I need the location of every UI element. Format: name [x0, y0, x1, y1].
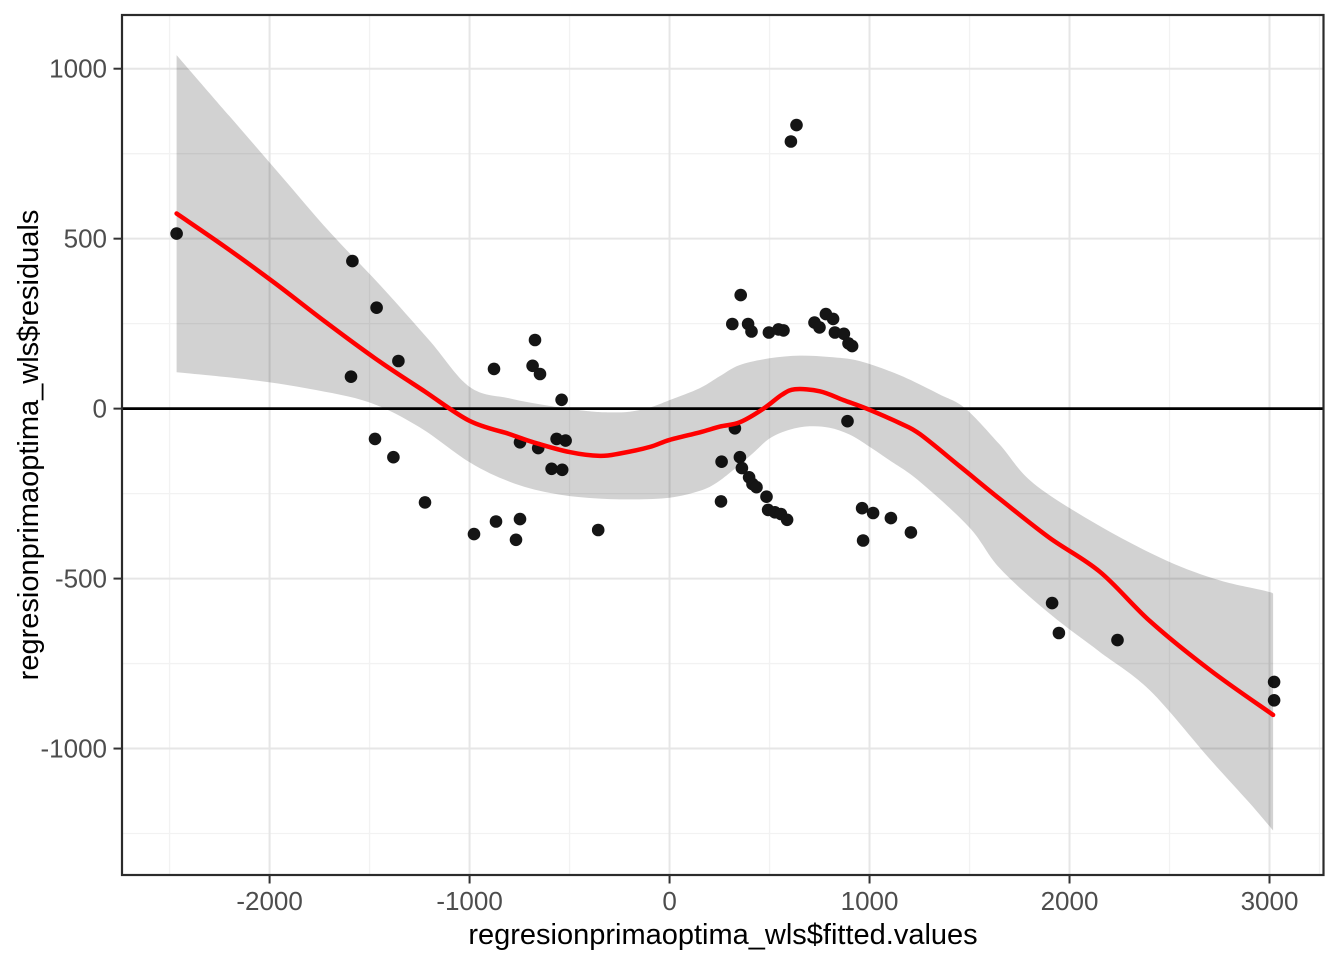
- x-tick-label: 0: [662, 886, 676, 916]
- panel-border-layer: [120, 13, 1325, 877]
- data-point: [884, 511, 898, 525]
- y-tick-label: 1000: [49, 54, 107, 84]
- data-point: [866, 506, 880, 520]
- data-point: [760, 490, 773, 504]
- loess-smooth-line: [174, 211, 1276, 718]
- data-point: [344, 370, 358, 384]
- confidence-band-layer: [176, 55, 1274, 831]
- y-axis-title: regresionprimaoptima_wls$residuals: [13, 210, 45, 681]
- data-point: [826, 312, 840, 326]
- data-point: [726, 317, 739, 331]
- x-tick-label: 3000: [1241, 886, 1299, 916]
- data-point: [170, 227, 183, 240]
- data-point: [1045, 596, 1059, 610]
- data-point: [790, 118, 803, 132]
- data-point: [745, 325, 758, 338]
- data-point: [837, 327, 851, 341]
- data-point: [904, 526, 918, 539]
- data-point: [1111, 633, 1124, 647]
- data-point: [533, 367, 547, 381]
- data-point: [513, 512, 527, 526]
- data-point: [559, 434, 572, 447]
- data-point: [370, 301, 383, 315]
- data-point: [1052, 626, 1066, 640]
- x-tick-label: 1000: [841, 886, 899, 916]
- data-point: [509, 533, 523, 547]
- data-point: [845, 339, 859, 353]
- data-point: [418, 496, 432, 509]
- data-point: [387, 450, 400, 464]
- data-point: [777, 324, 790, 337]
- data-point: [487, 362, 501, 376]
- data-point: [555, 393, 568, 407]
- data-point: [1267, 675, 1281, 689]
- data-point: [855, 501, 869, 515]
- data-point: [526, 359, 539, 373]
- data-point: [555, 463, 569, 477]
- loess-line-layer: [174, 211, 1276, 718]
- y-tick-label: -1000: [41, 734, 108, 764]
- confidence-band: [176, 55, 1274, 831]
- data-point: [784, 135, 798, 148]
- data-point: [467, 527, 481, 541]
- data-point: [1267, 694, 1281, 707]
- y-tick-label: 0: [93, 394, 107, 424]
- panel-border: [120, 13, 1325, 877]
- x-tick-label: -2000: [236, 886, 303, 916]
- data-point: [591, 523, 605, 537]
- gridlines-layer: [122, 15, 1324, 875]
- data-point: [750, 480, 763, 494]
- data-point: [714, 495, 728, 508]
- data-point: [545, 462, 558, 476]
- data-point: [813, 321, 826, 334]
- data-point: [856, 534, 870, 547]
- data-point: [762, 326, 776, 339]
- data-point: [780, 513, 794, 527]
- x-tick-label: 2000: [1041, 886, 1099, 916]
- data-point: [528, 333, 542, 347]
- y-tick-label: 500: [64, 224, 107, 254]
- y-tick-label: -500: [55, 564, 107, 594]
- data-point: [734, 288, 747, 302]
- scatter-points-layer: [170, 118, 1281, 707]
- data-point: [715, 455, 728, 469]
- axis-ticks-layer: -2000 -1000 0 1000 2000 3000 1000 500 0 -500 -1000: [41, 54, 1299, 916]
- data-point: [368, 432, 382, 446]
- data-point: [733, 450, 747, 464]
- data-point: [735, 461, 749, 475]
- x-tick-label: -1000: [436, 886, 503, 916]
- data-point: [392, 354, 405, 368]
- data-point: [489, 515, 503, 528]
- x-axis-title: regresionprimaoptima_wls$fitted.values: [468, 919, 977, 951]
- data-point: [841, 414, 854, 428]
- data-point: [346, 254, 359, 268]
